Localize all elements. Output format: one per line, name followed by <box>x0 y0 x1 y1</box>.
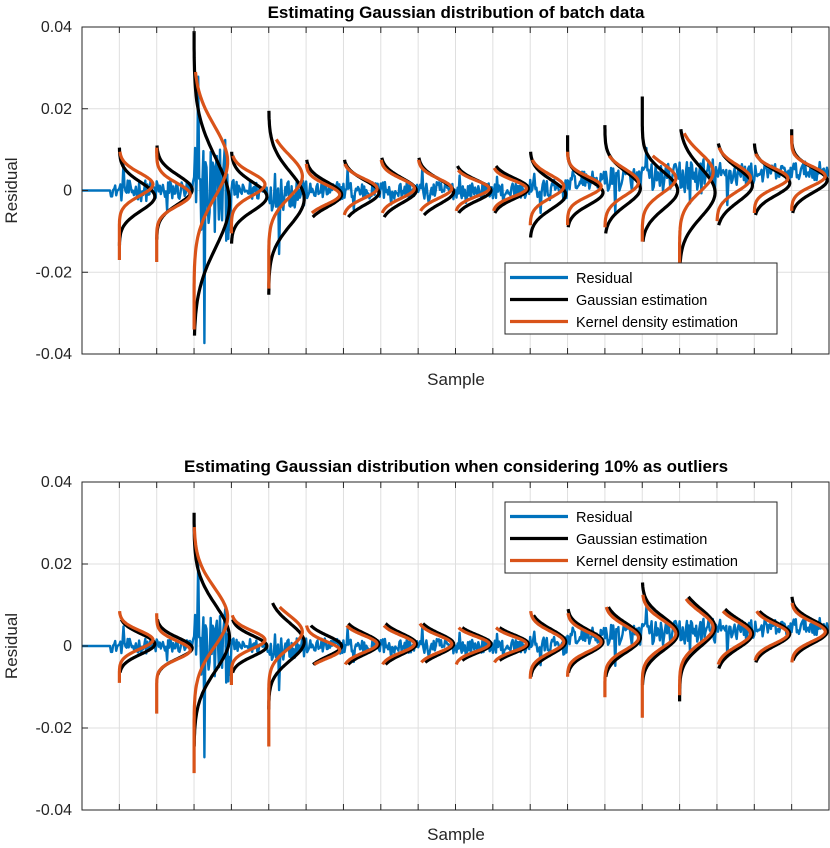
gaussian-curve <box>117 147 157 246</box>
gaussian-curve <box>230 151 269 244</box>
bottom-plot-xlabel: Sample <box>427 825 485 844</box>
kde-curve <box>454 626 491 666</box>
kde-curve <box>192 71 230 330</box>
kde-curve <box>381 624 416 666</box>
kde-curve <box>715 147 753 222</box>
gaussian-curve <box>461 626 493 662</box>
kde-curve <box>493 626 529 664</box>
kde-curve <box>343 624 379 666</box>
legend-gaussian-label: Gaussian estimation <box>576 293 707 309</box>
bottom-plot-ylabel: Residual <box>2 613 21 679</box>
top-plot-xlabel: Sample <box>427 370 485 389</box>
kde-curve <box>528 610 566 680</box>
bottom-plot-title: Estimating Gaussian distribution when co… <box>184 457 728 476</box>
kde-curve <box>492 167 529 212</box>
bottom-plot: -0.04 -0.02 0 0.02 0.04 Estimating Gaussian … <box>2 457 830 844</box>
gaussian-curve <box>754 610 792 664</box>
gaussian-curve <box>717 607 755 670</box>
y-tick-label: -0.02 <box>36 720 73 737</box>
top-plot-series <box>81 31 830 345</box>
legend-kde-label: Kernel density estimation <box>576 554 738 570</box>
kde-curve <box>454 169 491 212</box>
top-plot-ylabel: Residual <box>2 157 21 223</box>
gaussian-curve <box>604 606 643 678</box>
kde-curve <box>603 606 641 698</box>
kde-curve <box>117 610 155 684</box>
kde-curve <box>418 622 454 664</box>
gaussian-curve <box>305 159 344 219</box>
gaussian-curve <box>790 596 829 662</box>
top-plot-ticks: -0.04 -0.02 0 0.02 0.04 <box>36 19 793 363</box>
gaussian-curve <box>231 618 269 674</box>
top-plot-title: Estimating Gaussian distribution of batc… <box>268 3 645 22</box>
gaussian-curve <box>640 96 680 242</box>
legend-kde-label: Kernel density estimation <box>576 315 738 331</box>
gaussian-curve <box>267 110 306 295</box>
kde-curve <box>267 138 304 289</box>
gaussian-curve <box>566 608 605 674</box>
gaussian-curve <box>678 129 717 265</box>
kde-curve <box>379 159 416 214</box>
kde-curve <box>229 614 267 686</box>
legend-gaussian-label: Gaussian estimation <box>576 532 707 548</box>
kde-curve <box>417 159 454 212</box>
kde-curve <box>528 159 566 226</box>
y-tick-label: 0 <box>63 638 72 655</box>
y-tick-label: -0.04 <box>36 802 73 819</box>
y-tick-label: 0.04 <box>41 19 72 36</box>
gaussian-curve <box>640 582 680 686</box>
residual-line <box>81 561 830 759</box>
y-tick-label: 0.04 <box>41 474 72 491</box>
kde-curve <box>640 154 678 242</box>
kde-curve <box>752 153 790 214</box>
y-tick-label: 0.02 <box>41 556 72 573</box>
gaussian-curve <box>192 31 232 336</box>
kde-curve <box>155 147 192 262</box>
gaussian-curve <box>192 512 232 747</box>
kde-curve <box>790 602 827 664</box>
bottom-plot-series <box>81 512 830 774</box>
y-tick-label: 0.02 <box>41 101 72 118</box>
bottom-plot-legend: Residual Gaussian estimation Kernel dens… <box>504 501 778 574</box>
top-plot-legend: Residual Gaussian estimation Kernel dens… <box>504 262 778 335</box>
kde-curve <box>677 597 715 696</box>
kde-curve <box>155 612 192 714</box>
kde-curve <box>716 609 753 666</box>
legend-residual-label: Residual <box>576 271 632 287</box>
gaussian-curve <box>493 164 530 214</box>
gaussian-curve <box>565 135 605 228</box>
top-plot: -0.04 -0.02 0 0.02 0.04 Estimating Gaussian … <box>2 3 830 389</box>
gaussian-curve <box>529 614 568 678</box>
kde-curve <box>117 151 155 260</box>
gaussian-curve <box>384 622 418 666</box>
kde-curve <box>565 612 603 678</box>
kde-curve <box>753 610 790 662</box>
y-tick-label: -0.04 <box>36 346 73 363</box>
legend-residual-label: Residual <box>576 510 632 526</box>
kde-curve <box>342 163 379 216</box>
gaussian-curve <box>498 626 530 662</box>
gaussian-curve <box>421 622 456 664</box>
kde-curve <box>565 151 603 226</box>
kde-curve <box>603 154 641 228</box>
kde-curve <box>304 163 342 215</box>
gaussian-curve <box>603 124 643 234</box>
kde-curve <box>267 605 304 747</box>
kde-curve <box>229 155 267 234</box>
kde-curve <box>640 594 678 718</box>
y-tick-label: 0 <box>63 183 72 200</box>
kde-curve <box>677 132 715 269</box>
y-tick-label: -0.02 <box>36 264 73 281</box>
gaussian-curve <box>118 618 157 674</box>
kde-curve <box>790 134 827 212</box>
kde-curve <box>305 624 342 666</box>
kde-curve <box>192 527 230 774</box>
bottom-plot-ticks: -0.04 -0.02 0 0.02 0.04 <box>36 474 793 819</box>
gaussian-curve <box>347 622 381 666</box>
